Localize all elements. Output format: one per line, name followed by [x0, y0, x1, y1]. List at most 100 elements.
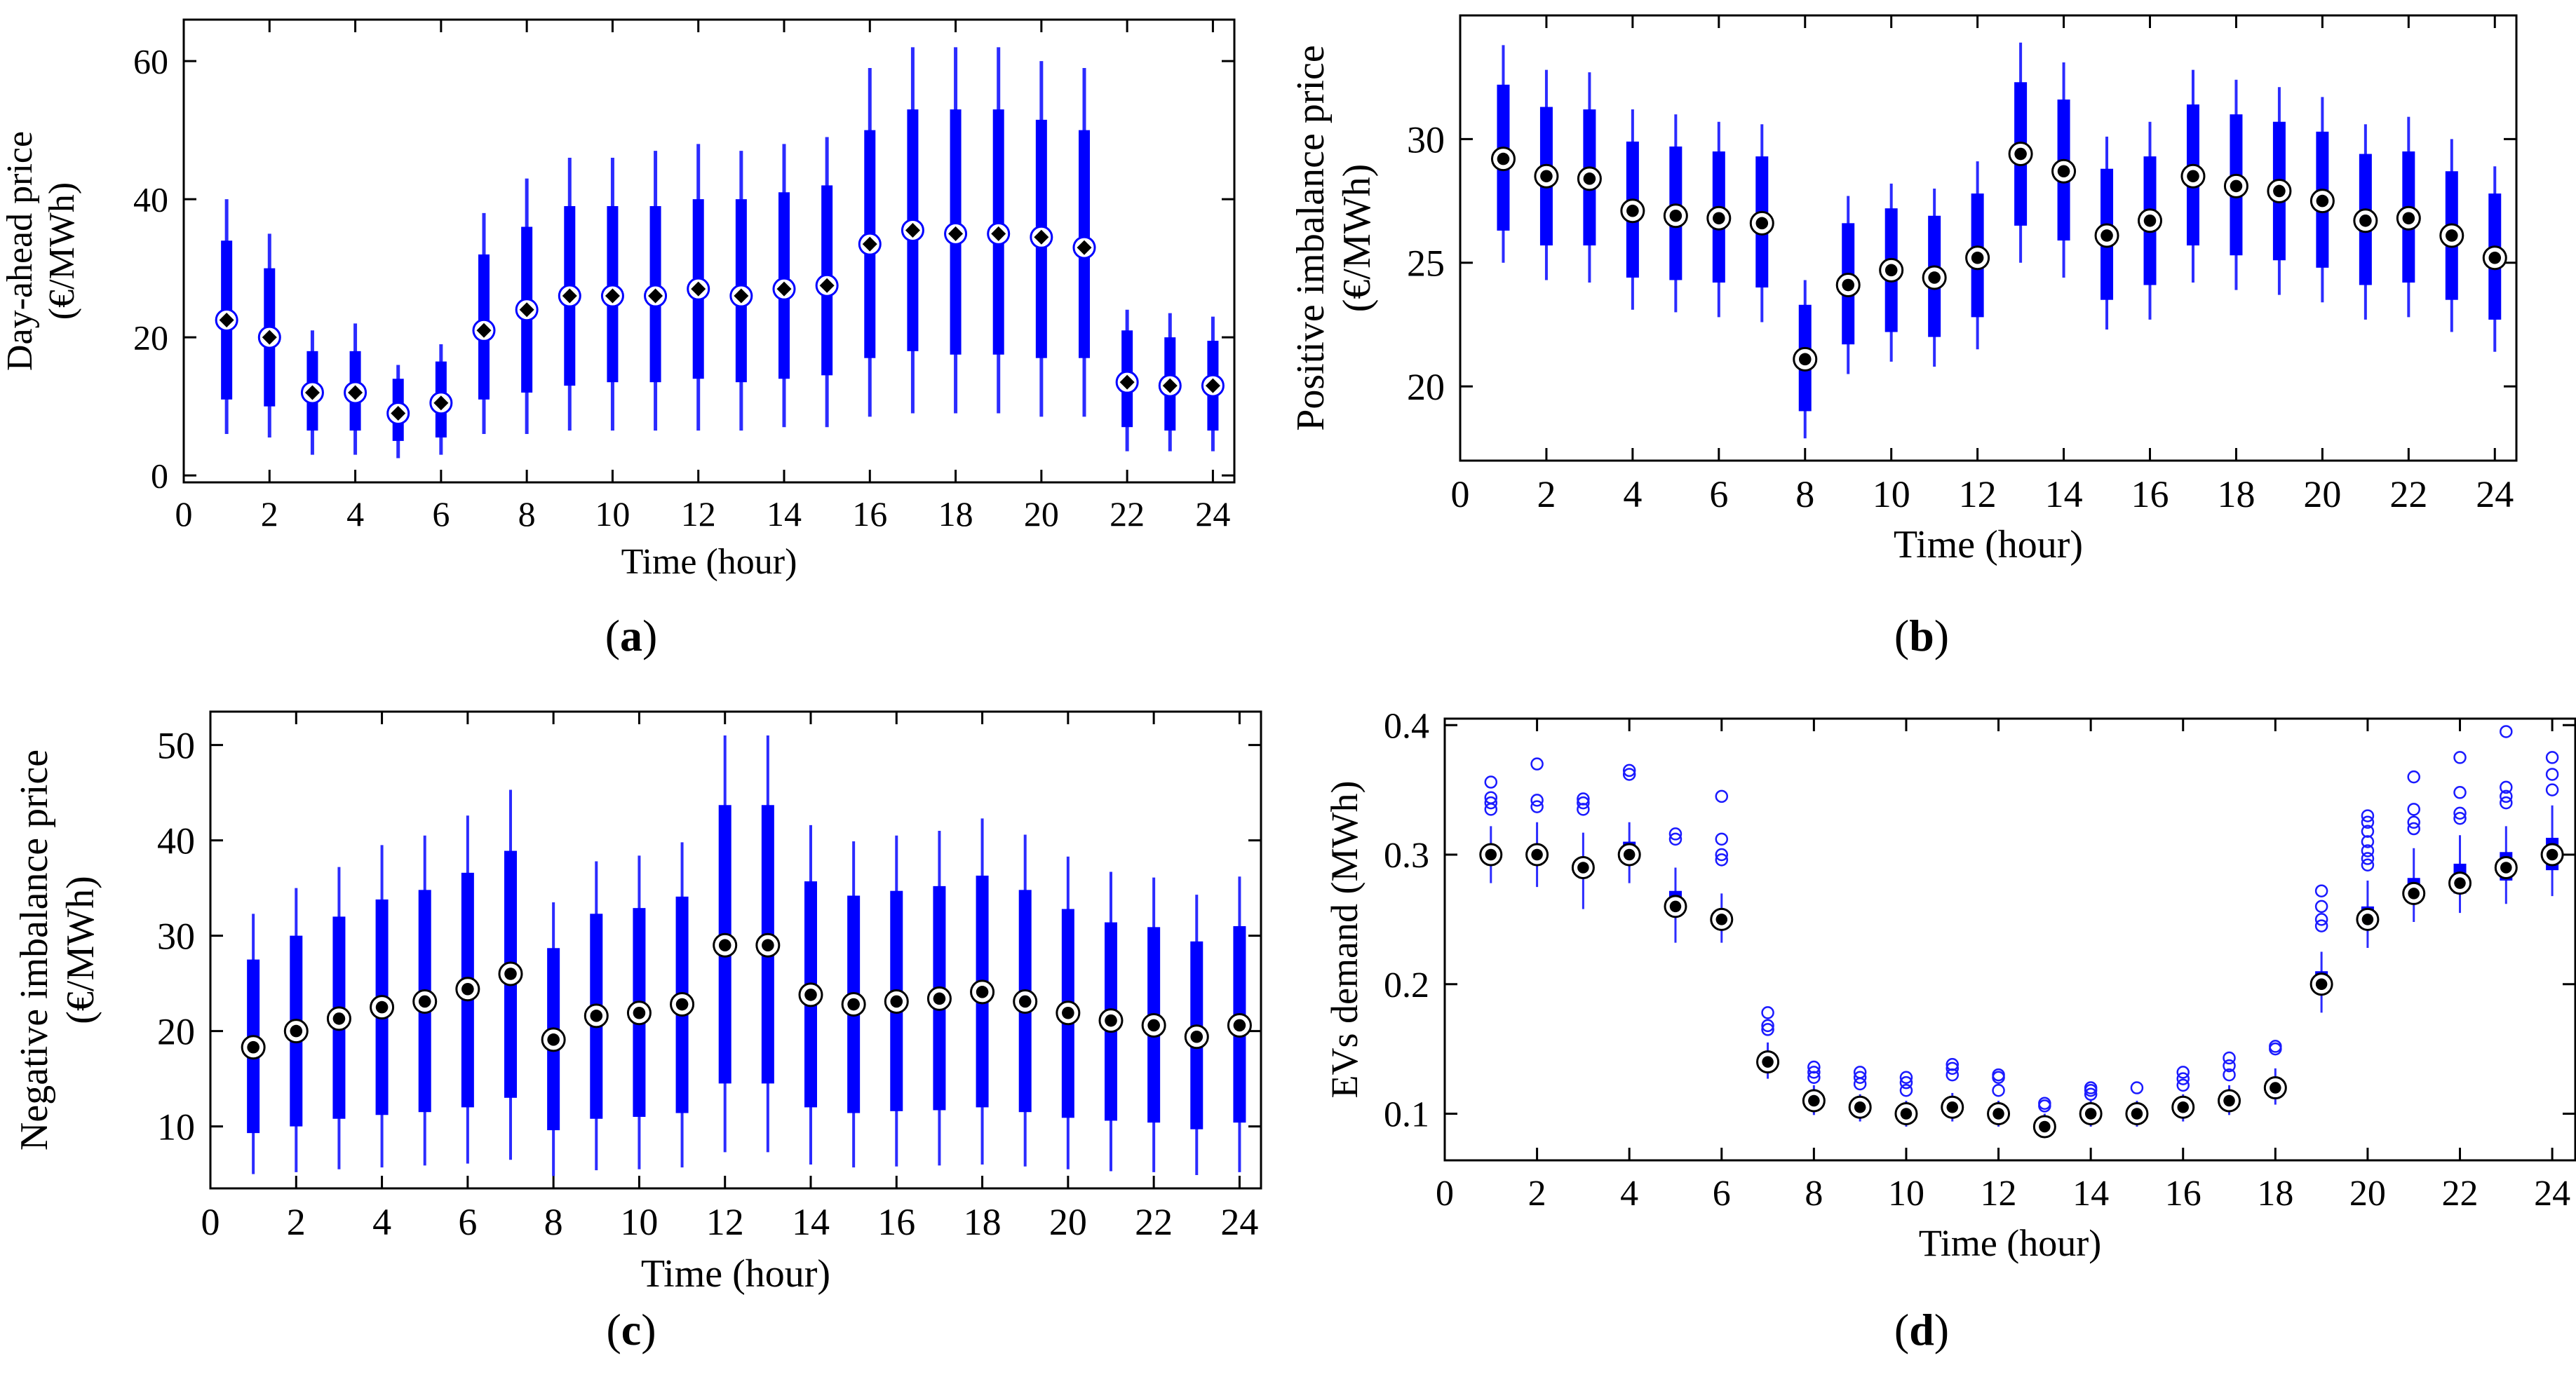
- box-hour-7: [472, 212, 496, 435]
- outlier-point: [2223, 1059, 2236, 1073]
- box-hour-21: [2402, 770, 2426, 923]
- box-hour-8: [515, 178, 539, 435]
- x-tick-label: 22: [1135, 1201, 1173, 1243]
- box-hour-6: [429, 344, 453, 455]
- box-hour-12: [713, 735, 738, 1153]
- median-marker: [2546, 848, 2558, 861]
- outlier-point: [1761, 1019, 1774, 1033]
- x-tick-label: 2: [1528, 1174, 1546, 1214]
- outlier-point: [1715, 832, 1729, 846]
- median-marker: [1798, 353, 1812, 366]
- box-hour-7: [498, 789, 523, 1160]
- y-tick-label: 50: [157, 725, 195, 767]
- x-axis-label: Time (hour): [1919, 1222, 2102, 1264]
- box-hour-23: [1184, 895, 1209, 1175]
- median-marker: [1119, 374, 1135, 390]
- outlier-point: [2500, 796, 2513, 810]
- outlier-point: [1484, 791, 1498, 804]
- median-marker: [2084, 1108, 2097, 1120]
- box-hour-18: [2223, 79, 2248, 290]
- median-marker: [2100, 229, 2113, 242]
- box-hour-4: [370, 845, 395, 1168]
- median-marker: [375, 1000, 389, 1014]
- outlier-point: [2453, 806, 2467, 820]
- median-marker: [1808, 1094, 1820, 1107]
- median-marker: [1755, 217, 1769, 230]
- median-marker: [734, 288, 749, 304]
- outlier-point: [1899, 1076, 1913, 1090]
- median-marker: [1623, 848, 1636, 861]
- y-tick-label: 0.2: [1384, 965, 1429, 1005]
- outlier-point: [1807, 1066, 1821, 1079]
- box-hour-20: [2356, 809, 2380, 949]
- box-hour-12: [687, 144, 710, 431]
- outlier-point: [2130, 1081, 2144, 1094]
- plot-frame: [1459, 14, 2518, 462]
- outlier-point: [2361, 815, 2375, 829]
- median-marker: [1147, 1019, 1160, 1032]
- median-marker: [1018, 995, 1032, 1008]
- outlier-point: [2269, 1042, 2282, 1056]
- box-hour-15: [2094, 136, 2119, 330]
- box-hour-2: [1525, 757, 1549, 888]
- y-tick-label: 0.4: [1384, 706, 1429, 746]
- median-marker: [547, 1033, 560, 1046]
- median-marker: [1062, 1006, 1074, 1019]
- x-tick-label: 8: [1795, 473, 1814, 515]
- median-marker: [633, 1006, 646, 1019]
- x-tick-label: 10: [1888, 1174, 1924, 1214]
- box-hour-19: [987, 47, 1011, 414]
- box-hour-7: [1756, 1006, 1780, 1079]
- y-tick-label: 0.3: [1384, 836, 1429, 876]
- outlier-point: [2314, 900, 2328, 914]
- x-tick-label: 24: [1220, 1201, 1258, 1243]
- median-marker: [804, 989, 817, 1001]
- x-tick-label: 22: [1110, 494, 1145, 534]
- outlier-point: [2223, 1068, 2236, 1082]
- outlier-point: [2176, 1078, 2190, 1092]
- median-marker: [2270, 1082, 2281, 1094]
- box-hour-20: [1030, 61, 1053, 417]
- y-axis-label: Positive imbalance price: [1289, 45, 1333, 430]
- box-hour-20: [2309, 97, 2335, 303]
- x-tick-label: 24: [2534, 1174, 2570, 1214]
- median-marker: [476, 323, 492, 338]
- median-marker: [1992, 1108, 2004, 1120]
- x-tick-label: 4: [1623, 473, 1642, 515]
- outlier-point: [2084, 1087, 2098, 1101]
- box-hour-1: [1479, 775, 1503, 883]
- outlier-point: [2361, 844, 2375, 857]
- outlier-point: [1807, 1060, 1821, 1074]
- y-axis-label: Negative imbalance price: [13, 749, 56, 1151]
- outlier-point: [2361, 858, 2375, 872]
- x-tick-label: 8: [1805, 1174, 1823, 1214]
- outlier-point: [1715, 848, 1729, 862]
- x-tick-label: 18: [964, 1201, 1002, 1243]
- plot-frame: [209, 710, 1262, 1190]
- box-hour-8: [1793, 280, 1818, 439]
- median-marker: [262, 330, 277, 345]
- median-marker: [332, 1012, 346, 1025]
- outlier-point: [1530, 757, 1544, 771]
- median-marker: [2039, 1120, 2051, 1133]
- box-hour-3: [300, 330, 324, 455]
- outlier-point: [1946, 1058, 1960, 1071]
- y-tick-label: 10: [157, 1106, 195, 1148]
- outlier-point: [1899, 1071, 1913, 1085]
- median-marker: [1034, 229, 1049, 245]
- box-hour-10: [1879, 183, 1904, 362]
- median-marker: [2488, 251, 2502, 264]
- x-tick-label: 12: [681, 494, 716, 534]
- median-marker: [1900, 1108, 1913, 1120]
- outlier-point: [2361, 852, 2375, 865]
- median-marker: [691, 281, 706, 297]
- box-hour-1: [1490, 45, 1516, 263]
- y-tick-label: 0.1: [1384, 1095, 1429, 1135]
- x-axis-label: Time (hour): [1894, 523, 2083, 566]
- x-axis-label: Time (hour): [621, 542, 797, 582]
- box-hour-19: [2309, 884, 2333, 1013]
- box-hour-9: [1835, 196, 1861, 374]
